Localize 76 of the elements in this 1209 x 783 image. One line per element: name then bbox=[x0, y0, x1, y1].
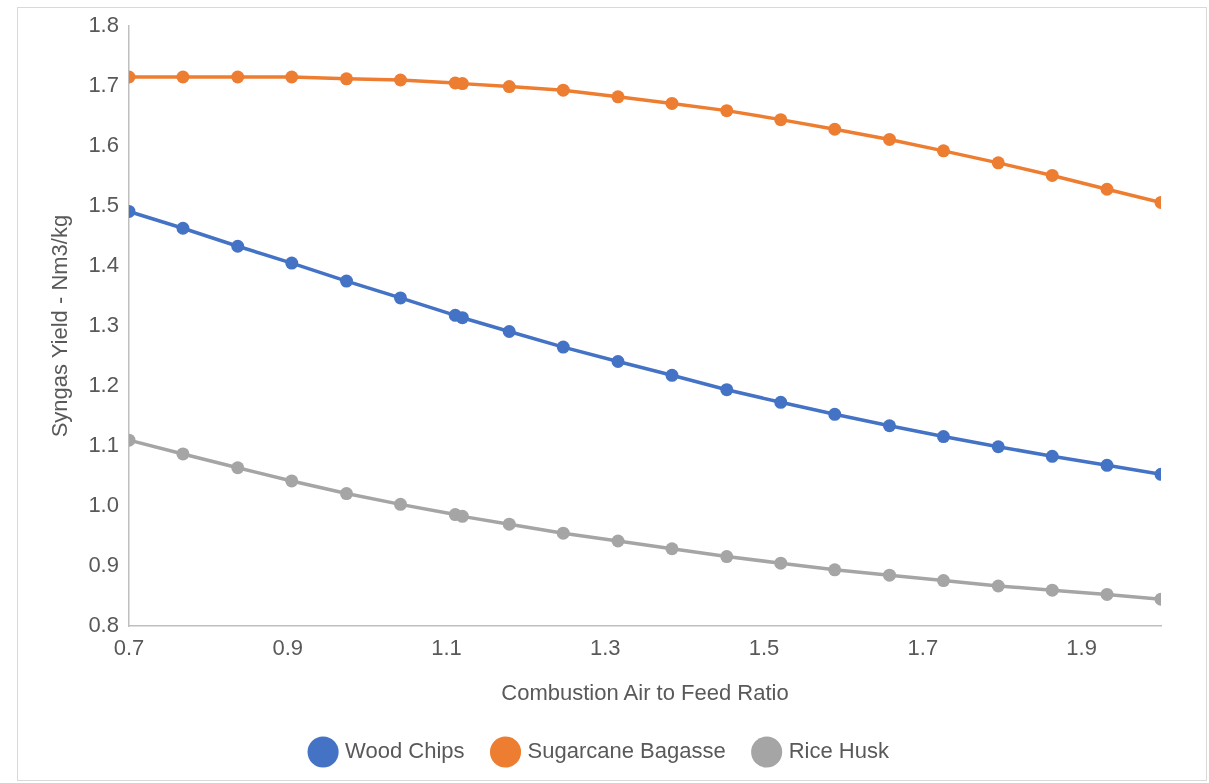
point bbox=[231, 461, 245, 475]
y-tick-label: 1.2 bbox=[88, 372, 119, 398]
point bbox=[774, 395, 788, 409]
point bbox=[340, 487, 353, 501]
point bbox=[285, 474, 299, 488]
point bbox=[665, 542, 679, 556]
point bbox=[611, 534, 625, 548]
point bbox=[828, 407, 842, 421]
y-axis-title: Syngas Yield - Nm3/kg bbox=[47, 214, 73, 438]
point bbox=[455, 311, 469, 325]
x-tick-label: 1.7 bbox=[907, 635, 939, 661]
point bbox=[611, 90, 625, 104]
point bbox=[936, 144, 950, 158]
y-tick-label: 1.6 bbox=[88, 132, 119, 158]
point bbox=[340, 72, 353, 86]
point bbox=[991, 440, 1005, 454]
x-tick-label: 0.9 bbox=[272, 635, 304, 661]
x-tick-label: 1.3 bbox=[590, 635, 621, 661]
point bbox=[231, 70, 245, 84]
point bbox=[991, 156, 1005, 170]
x-axis-title: Combustion Air to Feed Ratio bbox=[501, 679, 789, 705]
x-tick-label: 1.9 bbox=[1066, 635, 1097, 661]
y-tick-label: 1.4 bbox=[88, 252, 119, 278]
point bbox=[176, 447, 190, 461]
point bbox=[665, 368, 679, 382]
point bbox=[285, 256, 299, 270]
legend-label: Wood Chips bbox=[345, 738, 465, 764]
y-tick-label: 1.1 bbox=[88, 432, 119, 458]
x-tick-label: 1.1 bbox=[431, 635, 462, 661]
legend-label: Sugarcane Bagasse bbox=[527, 738, 726, 764]
point bbox=[828, 122, 842, 136]
point bbox=[1045, 168, 1059, 182]
point bbox=[1045, 583, 1059, 597]
point bbox=[828, 563, 842, 577]
y-tick-label: 1.8 bbox=[88, 12, 119, 38]
point bbox=[883, 419, 896, 433]
point bbox=[1100, 182, 1114, 196]
point bbox=[883, 568, 896, 582]
point bbox=[502, 80, 516, 94]
point bbox=[502, 517, 516, 531]
point bbox=[285, 70, 299, 84]
y-tick-label: 1.3 bbox=[88, 312, 119, 338]
point bbox=[936, 430, 950, 444]
legend-label: Rice Husk bbox=[788, 738, 890, 764]
x-tick-label: 0.7 bbox=[113, 635, 145, 661]
point bbox=[774, 556, 788, 570]
point bbox=[720, 550, 734, 564]
point bbox=[556, 83, 570, 97]
point bbox=[455, 509, 469, 523]
point bbox=[936, 574, 950, 588]
point bbox=[340, 274, 353, 288]
y-tick-label: 1.7 bbox=[88, 72, 119, 98]
point bbox=[556, 526, 570, 540]
point bbox=[393, 291, 407, 305]
x-tick-label: 1.5 bbox=[748, 635, 780, 661]
point bbox=[502, 325, 516, 338]
point bbox=[611, 355, 625, 369]
point bbox=[176, 221, 190, 235]
point bbox=[720, 383, 734, 397]
point bbox=[883, 132, 896, 146]
y-tick-label: 1.5 bbox=[88, 192, 119, 218]
point bbox=[393, 73, 407, 87]
y-tick-label: 0.8 bbox=[88, 612, 119, 638]
point bbox=[231, 239, 245, 253]
point bbox=[720, 104, 734, 118]
point bbox=[665, 96, 679, 110]
point bbox=[1045, 449, 1059, 463]
point bbox=[991, 579, 1005, 593]
point bbox=[176, 70, 190, 84]
point bbox=[556, 340, 570, 354]
point bbox=[1100, 458, 1114, 472]
y-tick-label: 0.9 bbox=[88, 552, 119, 578]
point bbox=[393, 497, 407, 511]
y-tick-label: 1.0 bbox=[88, 492, 119, 518]
point bbox=[1100, 587, 1114, 601]
point bbox=[774, 113, 788, 127]
